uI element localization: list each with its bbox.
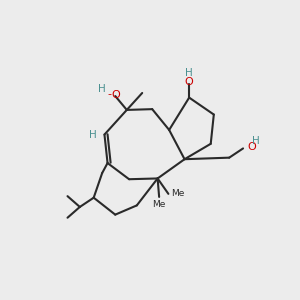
Text: O: O xyxy=(111,89,120,100)
Text: O: O xyxy=(185,77,194,87)
Text: H: H xyxy=(89,130,97,140)
Text: Me: Me xyxy=(172,189,185,198)
Text: H: H xyxy=(185,68,193,78)
Text: Me: Me xyxy=(152,200,166,209)
Text: H: H xyxy=(251,136,259,146)
Text: O: O xyxy=(247,142,256,152)
Text: H: H xyxy=(98,84,106,94)
Text: -: - xyxy=(108,89,112,100)
